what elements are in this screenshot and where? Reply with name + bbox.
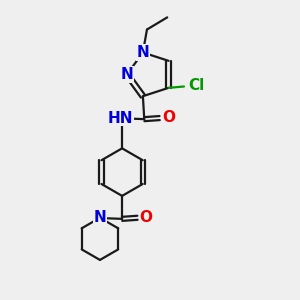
Text: N: N <box>94 210 106 225</box>
Text: N: N <box>136 45 149 60</box>
Text: N: N <box>121 67 134 82</box>
Text: Cl: Cl <box>188 78 205 93</box>
Text: O: O <box>140 210 153 225</box>
Text: O: O <box>162 110 175 125</box>
Text: HN: HN <box>108 111 134 126</box>
